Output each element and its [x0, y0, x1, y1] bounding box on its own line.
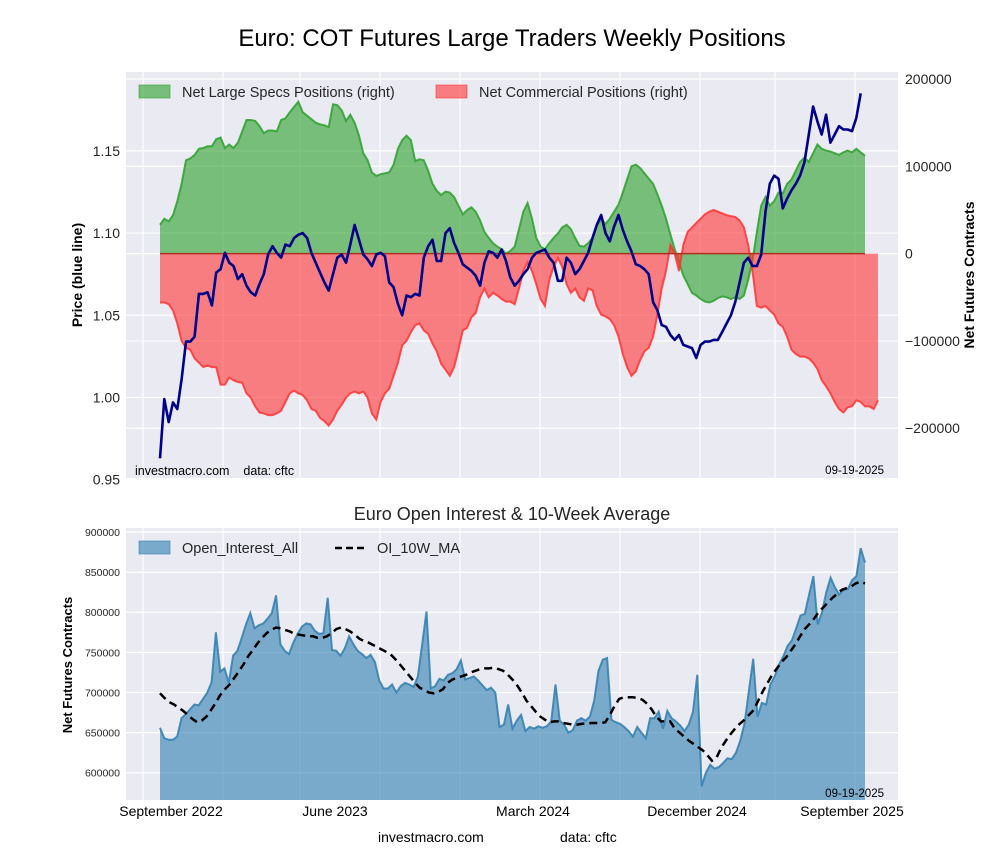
price-tick-label: 1.05: [93, 307, 120, 323]
oi-tick-label: 800000: [85, 607, 120, 619]
open-interest-legend: Open_Interest_All OI_10W_MA: [138, 540, 460, 557]
open-interest-axis-ticks: 600000 650000 700000 750000 800000 850000 9000…: [85, 527, 120, 780]
specs-area: [160, 101, 865, 303]
open-interest-areas: [159, 547, 866, 800]
commercial-line: [160, 208, 879, 428]
oi-tick-label: 750000: [85, 647, 120, 659]
legend-label-commercial: Net Commercial Positions (right): [479, 85, 688, 101]
date-axis-ticks: September 2022 June 2023 March 2024 Decembe…: [119, 803, 904, 819]
footer-data: data: cftc: [560, 829, 617, 845]
positions-legend: Net Large Specs Positions (right) Net Co…: [138, 84, 688, 101]
positions-date-note: 09-19-2025: [825, 465, 884, 477]
footer-source: investmacro.com: [378, 829, 484, 845]
oi-tick-label: 650000: [85, 728, 120, 740]
oi-tick-label: 900000: [85, 527, 120, 539]
price-tick-label: 0.95: [93, 472, 120, 488]
price-axis-ticks: 0.95 1.00 1.05 1.10 1.15: [93, 143, 120, 488]
legend-swatch-open-interest: [138, 540, 171, 555]
legend-swatch-specs: [138, 84, 171, 99]
date-tick-label: June 2023: [302, 803, 368, 819]
contracts-tick-label: 200000: [905, 71, 952, 87]
oi-tick-label: 700000: [85, 688, 120, 700]
contracts-tick-label: 100000: [905, 158, 952, 174]
positions-areas: [159, 99, 879, 428]
price-tick-label: 1.10: [93, 225, 120, 241]
open-interest-title: Euro Open Interest & 10-Week Average: [354, 504, 671, 524]
open-interest-area: [160, 548, 865, 800]
contracts-axis-label: Net Futures Contracts: [961, 201, 977, 348]
price-axis-label: Price (blue line): [69, 223, 85, 327]
commercial-area: [160, 210, 878, 426]
date-tick-label: March 2024: [496, 803, 570, 819]
contracts-tick-label: −200000: [905, 420, 960, 436]
price-tick-label: 1.00: [93, 390, 120, 406]
open-interest-date-note: 09-19-2025: [825, 788, 884, 800]
open-interest-panel: 600000 650000 700000 750000 800000 850000 9000…: [60, 527, 904, 819]
price-line: [158, 93, 862, 459]
legend-label-moving-average: OI_10W_MA: [377, 541, 460, 557]
date-tick-label: September 2025: [800, 803, 904, 819]
open-interest-axis-label: Net Futures Contracts: [60, 597, 75, 734]
oi-tick-label: 600000: [85, 768, 120, 780]
contracts-axis-ticks: −200000 −100000 0 100000 200000: [905, 71, 960, 436]
specs-line: [159, 99, 866, 304]
open-interest-line: [159, 547, 866, 787]
legend-label-specs: Net Large Specs Positions (right): [182, 85, 395, 101]
date-tick-label: December 2024: [647, 803, 747, 819]
oi-tick-label: 850000: [85, 567, 120, 579]
moving-average-line: [159, 580, 866, 763]
legend-label-open-interest: Open_Interest_All: [182, 541, 298, 557]
price-tick-label: 1.15: [93, 143, 120, 159]
date-tick-label: September 2022: [119, 803, 223, 819]
legend-swatch-commercial: [435, 84, 468, 99]
positions-panel: 0.95 1.00 1.05 1.10 1.15 −200000 −100000 0 1000…: [69, 71, 977, 488]
main-title: Euro: COT Futures Large Traders Weekly P…: [238, 25, 785, 52]
contracts-tick-label: 0: [905, 246, 913, 262]
positions-source-note: investmacro.com data: cftc: [135, 464, 294, 478]
contracts-tick-label: −100000: [905, 333, 960, 349]
positions-lines: [158, 93, 862, 459]
